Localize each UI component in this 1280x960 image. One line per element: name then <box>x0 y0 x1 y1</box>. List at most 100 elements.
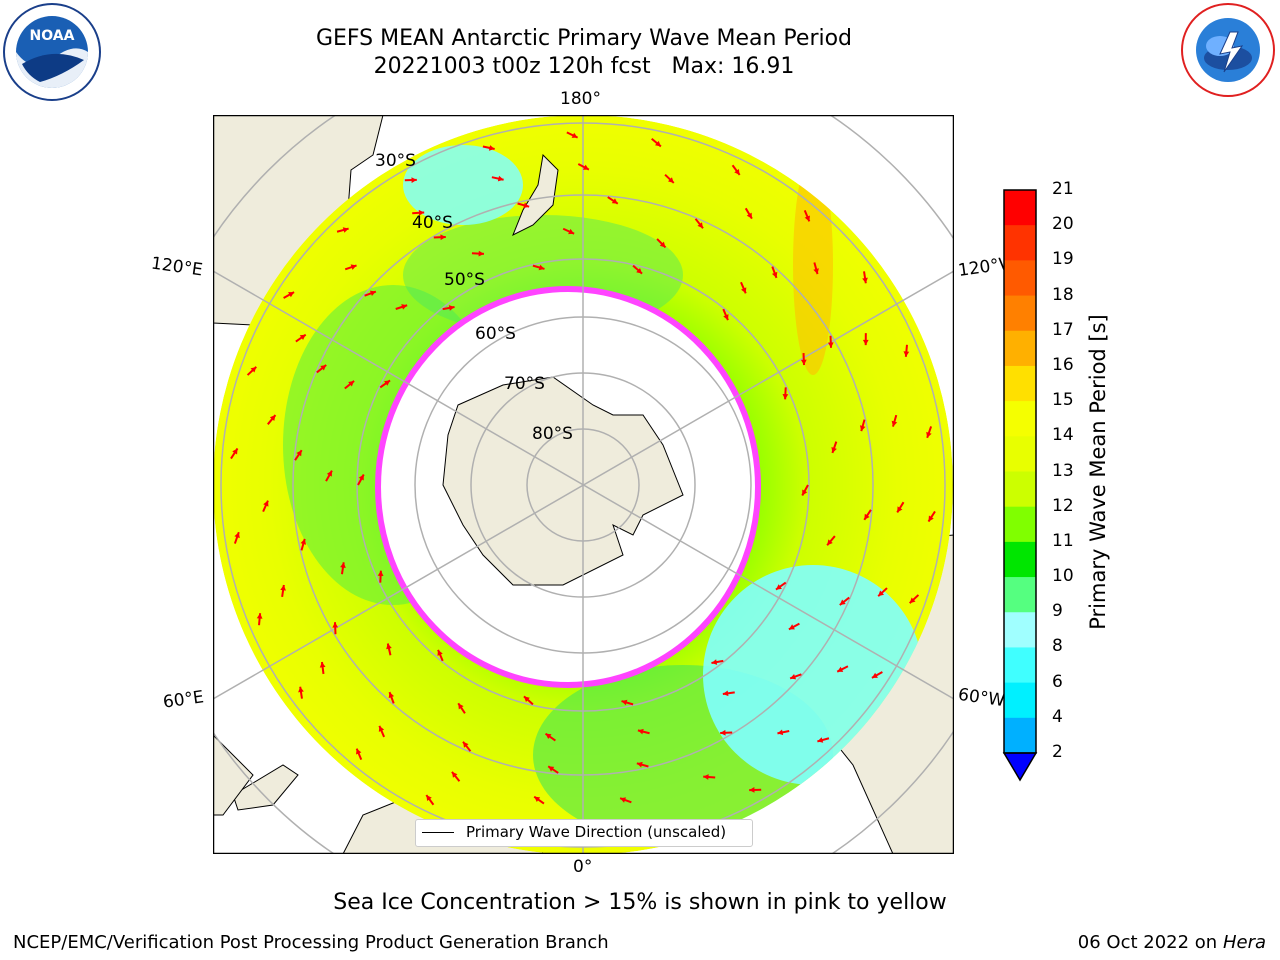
colorbar-tick-label: 17 <box>1052 319 1074 340</box>
wave-direction-arrowhead <box>636 267 643 274</box>
wave-direction-arrowhead <box>401 304 408 310</box>
sea-ice-note: Sea Ice Concentration > 15% is shown in … <box>333 890 947 915</box>
wave-direction-arrowhead <box>775 584 782 590</box>
footer-host: Hera <box>1222 932 1266 953</box>
colorbar-block <box>1004 541 1036 578</box>
wave-direction-arrowhead <box>462 741 469 748</box>
colorbar-block <box>1004 577 1036 613</box>
colorbar-tick-label: 20 <box>1052 214 1074 235</box>
wave-direction-arrowhead <box>831 447 837 453</box>
colorbar-tick-label: 19 <box>1052 249 1074 270</box>
colorbar-block <box>1004 436 1036 472</box>
wave-period-orange-band <box>793 155 833 375</box>
wave-direction-arrowhead <box>358 474 364 481</box>
wave-direction-arrowhead <box>636 761 643 768</box>
colorbar-tick-label: 12 <box>1052 495 1074 516</box>
wave-direction-arrowhead <box>802 489 808 496</box>
wave-direction-arrowhead <box>655 140 661 147</box>
colorbar-label: Primary Wave Mean Period [s] <box>1086 314 1110 630</box>
wave-direction-arrowhead <box>804 215 810 222</box>
legend-line <box>422 832 454 833</box>
wave-direction-arrowhead <box>234 532 240 539</box>
wave-direction-arrowhead <box>734 168 740 175</box>
colorbar-block <box>1004 365 1036 402</box>
wave-direction-arrowhead <box>659 241 666 248</box>
wave-direction-arrowhead <box>782 393 789 400</box>
footer-date-text: 06 Oct 2022 on <box>1077 932 1223 953</box>
wave-direction-arrowhead <box>388 692 395 699</box>
wave-direction-arrowhead <box>827 342 834 348</box>
wave-direction-arrowhead <box>458 703 464 710</box>
wave-direction-arrowhead <box>722 690 729 697</box>
wave-direction-arrowhead <box>862 339 869 346</box>
wave-direction-arrowhead <box>611 198 618 204</box>
wave-direction-arrowhead <box>777 729 784 736</box>
colorbar-block <box>1004 612 1036 648</box>
legend-label: Primary Wave Direction (unscaled) <box>466 823 727 841</box>
polar-map: 30°S 40°S 50°S 60°S 70°S 80°S Primary Wa… <box>212 114 955 855</box>
wave-direction-arrowhead <box>817 737 824 743</box>
wave-direction-arrowhead <box>749 787 755 793</box>
lat-label-60s: 60°S <box>475 324 516 344</box>
lat-label-80s: 80°S <box>532 424 573 444</box>
wave-direction-arrowhead <box>488 145 495 151</box>
wave-direction-arrowhead <box>620 797 627 803</box>
wave-direction-arrowhead <box>538 264 545 271</box>
wave-period-cyan-region <box>403 145 523 225</box>
nws-logo <box>1180 2 1276 98</box>
colorbar-tick-label: 11 <box>1052 530 1074 551</box>
wave-direction-arrowhead <box>800 359 807 366</box>
colorbar-tick-label: 21 <box>1052 179 1074 199</box>
colorbar-blocks <box>1004 190 1036 754</box>
lon-label-60w: 60°W <box>956 684 1007 712</box>
wave-direction-arrowhead <box>280 585 286 591</box>
wave-direction-arrowhead <box>232 448 238 455</box>
wave-direction-arrowhead <box>582 164 589 170</box>
chart-subtitle: 20221003 t00z 120h fcst Max: 16.91 <box>373 54 795 79</box>
wave-direction-arrowhead <box>250 366 257 373</box>
wave-direction-arrowhead <box>411 177 417 183</box>
wave-direction-arrowhead <box>448 305 455 311</box>
wave-direction-arrowhead <box>788 624 795 630</box>
lon-label-180: 180° <box>560 89 601 109</box>
wave-direction-arrowhead <box>571 132 578 138</box>
wave-direction-arrowhead <box>320 364 327 371</box>
wave-direction-arrowhead <box>326 470 332 477</box>
colorbar-block <box>1004 225 1036 261</box>
wave-direction-arrowhead <box>340 562 346 568</box>
colorbar-block <box>1004 401 1036 437</box>
lat-label-30s: 30°S <box>375 151 416 171</box>
wave-direction-arrowhead <box>263 500 269 507</box>
colorbar-block <box>1004 506 1036 543</box>
wave-direction-arrowhead <box>871 672 878 678</box>
wave-direction-arrowhead <box>926 431 932 438</box>
wave-direction-arrowhead <box>296 450 302 457</box>
wave-direction-arrowhead <box>356 748 362 755</box>
wave-direction-arrowhead <box>523 202 530 209</box>
wave-direction-arrowhead <box>741 287 747 294</box>
wave-direction-arrowhead <box>440 234 446 241</box>
wave-direction-arrowhead <box>859 425 866 432</box>
wave-direction-arrowhead <box>332 622 339 628</box>
wave-direction-arrowhead <box>348 380 355 387</box>
wave-direction-arrowhead <box>897 506 903 513</box>
wave-direction-arrowhead <box>269 415 276 421</box>
wave-direction-arrowhead <box>437 649 443 656</box>
map-legend: Primary Wave Direction (unscaled) <box>415 819 753 847</box>
wave-direction-arrowhead <box>256 613 263 619</box>
noaa-logo: NOAA <box>2 2 102 102</box>
footer-date: 06 Oct 2022 on Hera <box>1078 932 1266 953</box>
wave-direction-arrowhead <box>418 209 425 216</box>
colorbar <box>1000 186 1040 786</box>
colorbar-tick-label: 6 <box>1052 671 1063 692</box>
wave-direction-arrowhead <box>813 268 819 275</box>
wave-direction-arrowhead <box>771 271 778 278</box>
wave-direction-arrowhead <box>548 766 555 772</box>
wave-direction-arrowhead <box>426 795 432 802</box>
wave-direction-arrowhead <box>839 599 846 606</box>
new-zealand-land <box>512 153 559 237</box>
wave-direction-arrowhead <box>478 250 484 257</box>
graticule <box>213 115 954 854</box>
colorbar-tick-label: 8 <box>1052 636 1063 657</box>
lat-label-50s: 50°S <box>444 270 485 290</box>
